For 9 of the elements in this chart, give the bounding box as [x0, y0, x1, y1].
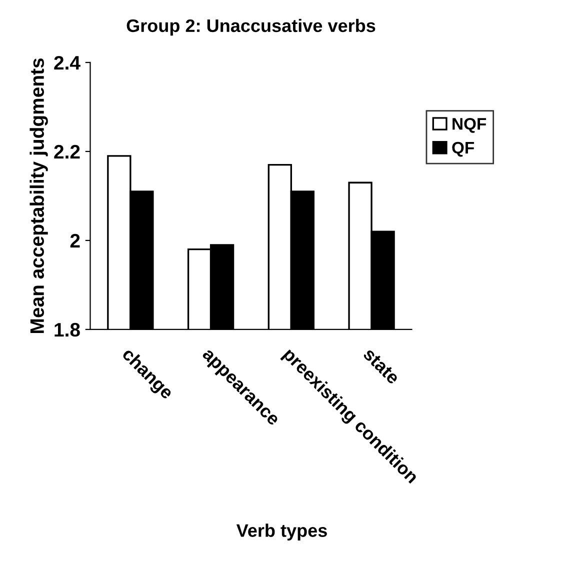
x-axis-title: Verb types	[236, 524, 327, 541]
legend-label: QF	[452, 142, 474, 157]
y-tick-label: 2.4	[54, 56, 80, 70]
y-tick-label: 1.8	[54, 322, 80, 337]
y-axis-title: Mean acceptability judgments	[30, 58, 48, 333]
legend-label: NQF	[452, 118, 486, 133]
y-tick-label: 2	[70, 234, 80, 248]
chart-title: Group 2: Unaccusative verbs	[126, 18, 376, 36]
y-tick-label: 2.2	[54, 144, 80, 159]
